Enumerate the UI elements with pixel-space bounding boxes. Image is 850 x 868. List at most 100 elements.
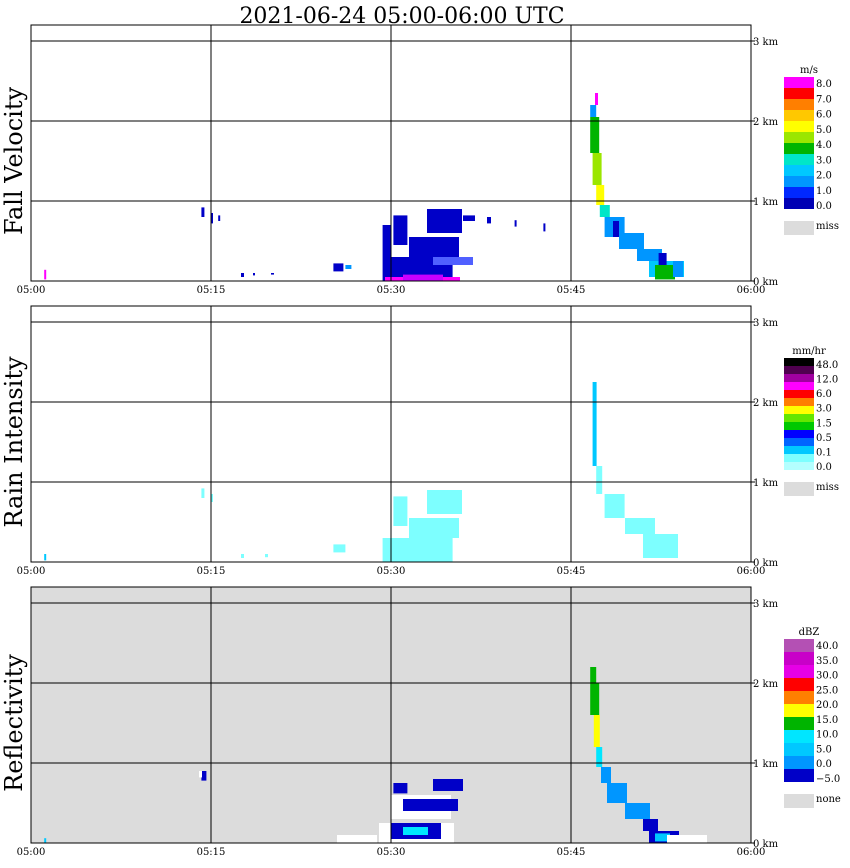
echo-cell <box>265 554 268 558</box>
colorbar-label: −5.0 <box>816 774 840 785</box>
echo-cell <box>604 494 625 518</box>
colorbar-label: 0.5 <box>816 433 832 444</box>
colorbar-cell <box>784 358 814 366</box>
colorbar-cell <box>784 665 814 678</box>
echo-cell <box>625 518 655 534</box>
echo-cell <box>427 209 462 233</box>
colorbar-label: 15.0 <box>816 715 838 726</box>
echo-cell <box>403 274 443 281</box>
echo-cell <box>201 771 207 781</box>
colorbar-label: 7.0 <box>816 94 832 105</box>
x-tick-label: 05:15 <box>197 847 226 858</box>
colorbar-cell <box>784 756 814 769</box>
colorbar-label: 48.0 <box>816 360 838 371</box>
colorbar-unit: mm/hr <box>792 346 826 357</box>
y-tick-label: 2 km <box>753 398 779 409</box>
colorbar-cell <box>784 422 814 430</box>
y-tick-label: 0 km <box>753 839 779 850</box>
grid-lines <box>31 587 751 843</box>
colorbar-cell <box>784 652 814 665</box>
x-tick-label: 05:45 <box>557 847 586 858</box>
colorbar-label: 1.0 <box>816 186 832 197</box>
colorbar-cell <box>784 730 814 743</box>
colorbar-cell <box>784 414 814 422</box>
echo-cell <box>211 494 213 502</box>
colorbar-label: 5.0 <box>816 125 832 136</box>
echo-cell <box>613 221 619 237</box>
x-tick-label: 05:30 <box>377 847 406 858</box>
echo-cell <box>393 215 408 245</box>
colorbar-label: 10.0 <box>816 730 838 741</box>
echo-cell <box>514 220 517 227</box>
colorbar-missing-swatch <box>784 221 814 235</box>
colorbar-label: 5.0 <box>816 744 832 755</box>
echo-cell <box>201 488 205 498</box>
colorbar: m/s 8.0 7.0 6.0 5.0 4.0 3.0 2.0 1.0 0.0 miss <box>784 65 839 235</box>
colorbar-cell <box>784 454 814 462</box>
colorbar-cell <box>784 88 814 99</box>
y-tick-label: 1 km <box>753 478 779 489</box>
colorbar-cell <box>784 769 814 782</box>
y-tick-label: 2 km <box>753 679 779 690</box>
colorbar-cell <box>784 382 814 390</box>
colorbar: dBZ 40.0 35.0 30.0 25.0 20.0 15.0 10.0 5.0 0.0 −5.… <box>784 627 841 808</box>
colorbar-label: 0.0 <box>816 759 832 770</box>
echo-cell <box>596 185 605 205</box>
echo-cell <box>673 261 683 277</box>
x-tick-label: 05:00 <box>17 285 46 296</box>
echo-cell <box>253 273 255 276</box>
colorbar-label: 40.0 <box>816 641 838 652</box>
colorbar-cell <box>784 374 814 382</box>
echo-cell <box>592 153 602 185</box>
echo-cell <box>382 538 453 562</box>
echo-cell <box>590 117 600 153</box>
echo-cell <box>44 554 47 561</box>
echo-cell <box>44 838 47 843</box>
echo-cell <box>543 223 546 232</box>
echo-cell <box>619 233 644 249</box>
echo-cell <box>463 215 475 221</box>
echo-cell <box>590 667 597 683</box>
x-tick-label: 06:00 <box>737 847 766 858</box>
echo-cell <box>433 779 463 791</box>
x-tick-label: 05:15 <box>197 566 226 577</box>
colorbar-missing-swatch <box>784 794 814 808</box>
echo-cell <box>593 715 600 747</box>
echo-cell <box>643 534 678 558</box>
colorbar-cell <box>784 99 814 110</box>
echo-cell <box>271 273 274 275</box>
echo-cell <box>393 496 408 526</box>
colorbar-cell <box>784 198 814 209</box>
echo-cell <box>596 747 603 767</box>
colorbar-label: 8.0 <box>816 79 832 90</box>
echo-cell <box>409 237 459 257</box>
y-tick-label: 1 km <box>753 197 779 208</box>
echo-cell <box>625 803 650 819</box>
echo-cell <box>596 466 603 494</box>
echo-cell <box>333 544 346 553</box>
panel-reflectivity: 0 km 1 km 2 km 3 km 05:00 05:15 05:30 05:45 06:0… <box>0 586 841 858</box>
echo-layer <box>44 93 684 281</box>
y-tick-label: 2 km <box>753 117 779 128</box>
colorbar-cell <box>784 691 814 704</box>
colorbar-label: 1.5 <box>816 418 832 429</box>
echo-cell <box>409 518 459 538</box>
echo-layer <box>44 667 707 843</box>
echo-cell <box>590 105 597 117</box>
echo-cell <box>599 205 610 217</box>
echo-cell <box>643 819 658 831</box>
colorbar-cell <box>784 366 814 374</box>
colorbar-label: 3.0 <box>816 155 832 166</box>
colorbar-cell <box>784 77 814 88</box>
colorbar-cell <box>784 438 814 446</box>
echo-cell <box>658 253 667 265</box>
colorbar-cell <box>784 132 814 143</box>
colorbar-label: 0.0 <box>816 201 832 212</box>
colorbar-cell <box>784 398 814 406</box>
echo-cell <box>201 207 205 217</box>
echo-cell <box>337 835 377 843</box>
colorbar-cell <box>784 154 814 165</box>
echo-cell <box>590 683 600 715</box>
colorbar-cell <box>784 165 814 176</box>
